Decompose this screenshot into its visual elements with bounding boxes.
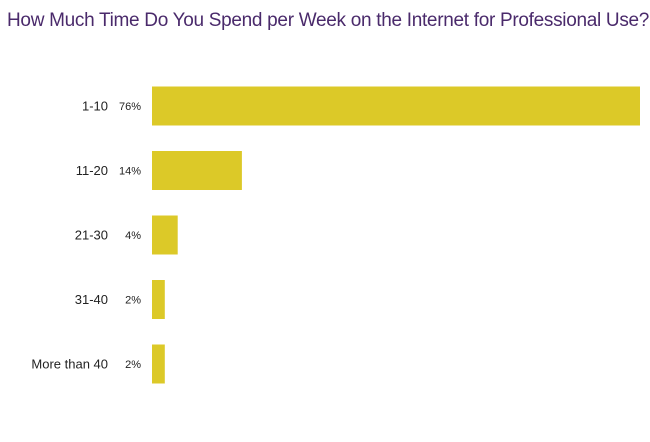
bar-2 bbox=[152, 215, 178, 255]
value-label-0: 76% bbox=[119, 101, 141, 113]
bar-4 bbox=[152, 344, 165, 384]
labels-layer: 1-10 76% 11-20 14% 21-30 4% 31-40 2% More than 4… bbox=[31, 99, 141, 372]
category-label-4: More than 40 bbox=[31, 357, 108, 372]
bar-1 bbox=[152, 151, 242, 190]
value-label-3: 2% bbox=[125, 295, 141, 307]
value-label-4: 2% bbox=[125, 359, 141, 371]
chart-title: How Much Time Do You Spend per Week on t… bbox=[7, 10, 650, 31]
category-label-1: 11-20 bbox=[76, 163, 108, 178]
value-label-1: 14% bbox=[119, 166, 141, 178]
category-label-2: 21-30 bbox=[75, 228, 108, 243]
bar-3 bbox=[152, 280, 165, 319]
category-label-0: 1-10 bbox=[82, 99, 108, 114]
value-label-2: 4% bbox=[125, 230, 141, 242]
bars-layer bbox=[152, 86, 640, 384]
bar-0 bbox=[152, 86, 640, 126]
category-label-3: 31-40 bbox=[75, 292, 108, 307]
